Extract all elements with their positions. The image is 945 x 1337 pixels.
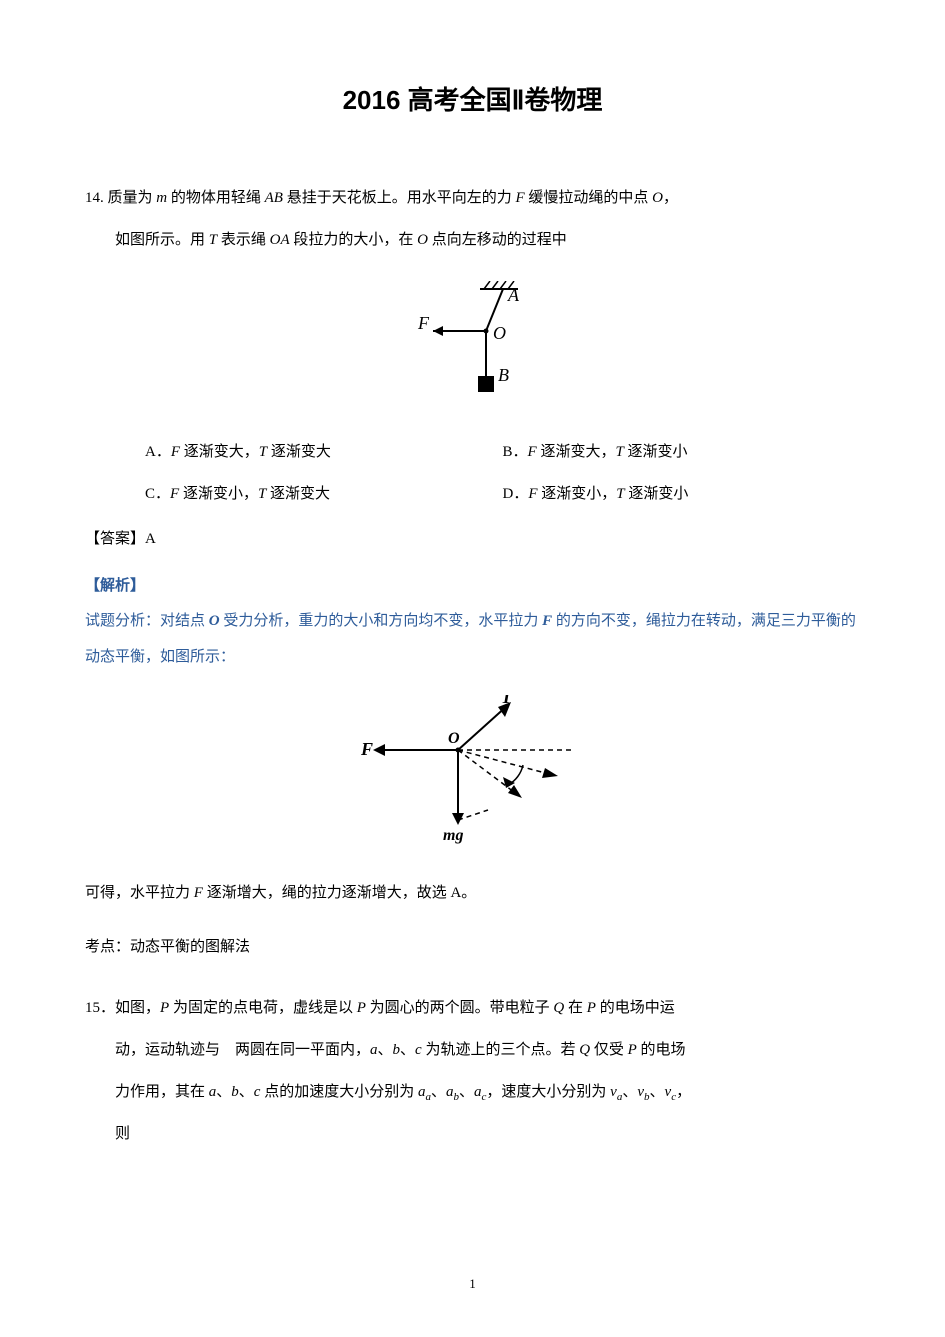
question-14: 14. 质量为 m 的物体用轻绳 AB 悬挂于天花板上。用水平向左的力 F 缓慢… xyxy=(85,177,860,261)
fig2-F: F xyxy=(360,739,373,759)
q14-num: 14. xyxy=(85,190,104,206)
q14-options: A．F 逐渐变大，T 逐渐变大 B．F 逐渐变大，T 逐渐变小 C．F 逐渐变小… xyxy=(85,431,860,515)
analysis-conclusion: 可得，水平拉力 F 逐渐增大，绳的拉力逐渐增大，故选 A。 xyxy=(85,875,860,911)
page-number: 1 xyxy=(0,1276,945,1292)
q14-optB: B．F 逐渐变大，T 逐渐变小 xyxy=(503,431,861,473)
fig2-T: T xyxy=(501,695,513,707)
analysis-body: 试题分析：对结点 O 受力分析，重力的大小和方向均不变，水平拉力 F 的方向不变… xyxy=(85,603,860,675)
q15-line4: 则 xyxy=(85,1113,860,1155)
page-title: 2016 高考全国Ⅱ卷物理 xyxy=(85,80,860,117)
fig1-A: A xyxy=(507,285,520,305)
fig1-O: O xyxy=(493,323,506,343)
fig1-B: B xyxy=(498,365,509,385)
q14-text1: 质量为 m 的物体用轻绳 AB 悬挂于天花板上。用水平向左的力 F 缓慢拉动绳的… xyxy=(108,190,679,206)
exam-point: 考点：动态平衡的图解法 xyxy=(85,929,860,965)
q14-optD: D．F 逐渐变小，T 逐渐变小 xyxy=(503,473,861,515)
analysis-title: 【解析】 xyxy=(85,574,860,595)
q15-line2: 动，运动轨迹与 两圆在同一平面内，a、b、c 为轨迹上的三个点。若 Q 仅受 P… xyxy=(85,1029,860,1071)
q14-line2: 如图所示。用 T 表示绳 OA 段拉力的大小，在 O 点向左移动的过程中 xyxy=(85,219,860,261)
fig2-mg: mg xyxy=(443,827,463,844)
q14-optC: C．F 逐渐变小，T 逐渐变大 xyxy=(145,473,503,515)
q14-answer: 【答案】A xyxy=(85,523,860,556)
q14-line1: 14. 质量为 m 的物体用轻绳 AB 悬挂于天花板上。用水平向左的力 F 缓慢… xyxy=(85,177,860,219)
fig2-O: O xyxy=(448,730,460,747)
figure-2: T F O mg xyxy=(85,695,860,850)
fig1-F: F xyxy=(417,313,430,333)
q15-line1: 15．如图，P 为固定的点电荷，虚线是以 P 为圆心的两个圆。带电粒子 Q 在 … xyxy=(85,987,860,1029)
question-15: 15．如图，P 为固定的点电荷，虚线是以 P 为圆心的两个圆。带电粒子 Q 在 … xyxy=(85,987,860,1155)
q15-num: 15． xyxy=(85,1000,115,1016)
q15-line3: 力作用，其在 a、b、c 点的加速度大小分别为 aa、ab、ac，速度大小分别为… xyxy=(85,1071,860,1113)
q14-optA: A．F 逐渐变大，T 逐渐变大 xyxy=(145,431,503,473)
figure-1: F A O B xyxy=(85,281,860,406)
